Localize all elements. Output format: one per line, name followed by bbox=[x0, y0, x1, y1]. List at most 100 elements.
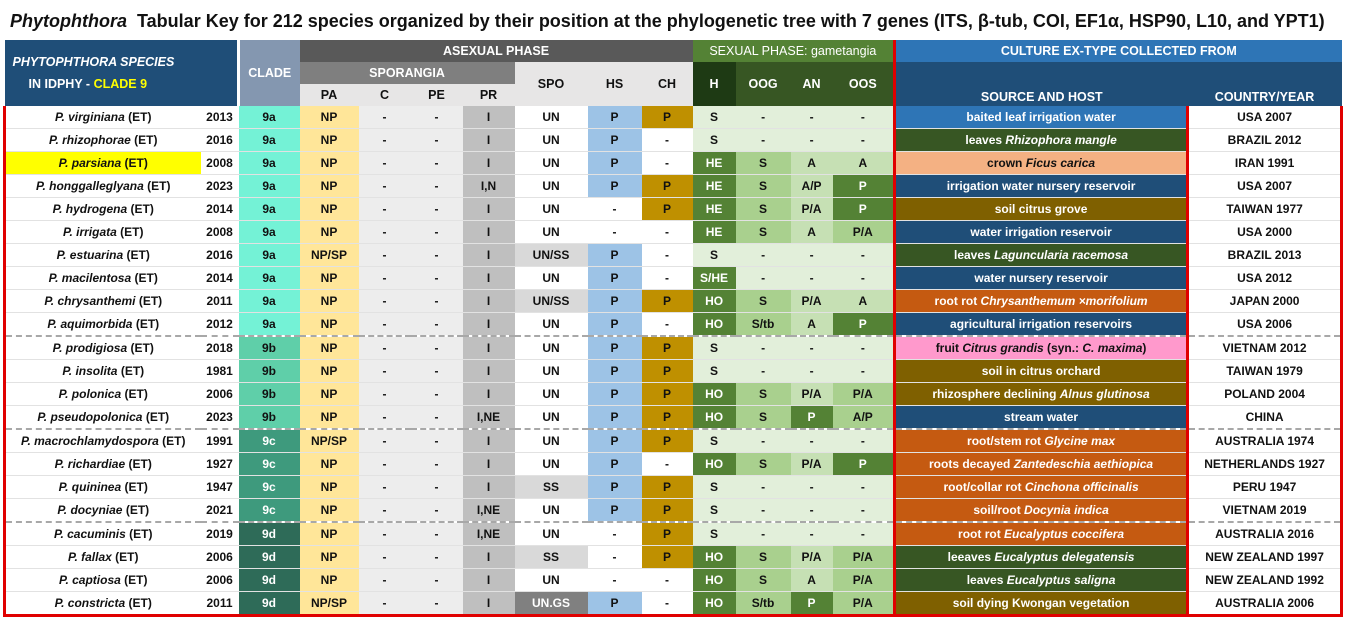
species-name: P. macilentosa bbox=[48, 271, 132, 285]
c-header: C bbox=[358, 84, 411, 106]
year-cell: 2023 bbox=[200, 174, 239, 198]
table-row: P. virginiana (ET) 2013 9a NP - - I UN P P S - - - bai… bbox=[3, 106, 1344, 129]
spo-cell: UN bbox=[514, 128, 588, 152]
table-row: P. insolita (ET) 1981 9b NP - - I UN P P S - - - soil … bbox=[3, 359, 1344, 383]
pr-cell: I,NE bbox=[462, 498, 515, 523]
oos-cell: - bbox=[832, 521, 895, 546]
country-year-cell: VIETNAM 2012 bbox=[1186, 335, 1344, 360]
ch-header: CH bbox=[641, 62, 693, 106]
country-year-cell: USA 2000 bbox=[1186, 220, 1344, 244]
species-name-cell: P. docyniae (ET) bbox=[3, 498, 201, 523]
pa-cell: NP bbox=[299, 498, 359, 523]
hs-cell: P bbox=[587, 289, 642, 313]
hs-cell: - bbox=[587, 220, 642, 244]
spo-cell: SS bbox=[514, 545, 588, 569]
species-name: P. chrysanthemi bbox=[44, 294, 136, 308]
country-year-cell: JAPAN 2000 bbox=[1186, 289, 1344, 313]
species-tag: (ET) bbox=[124, 156, 148, 170]
source-host-cell: rhizosphere declining Alnus glutinosa bbox=[893, 382, 1188, 406]
ch-cell: P bbox=[641, 197, 693, 221]
pr-cell: I bbox=[462, 568, 515, 592]
year-cell: 2006 bbox=[200, 382, 239, 406]
pr-cell: I bbox=[462, 312, 515, 337]
spo-cell: UN bbox=[514, 197, 588, 221]
source-text: baited leaf irrigation water bbox=[966, 110, 1116, 124]
an-cell: P/A bbox=[790, 197, 833, 221]
table-row: P. irrigata (ET) 2008 9a NP - - I UN - - HE S A P/A wa… bbox=[3, 220, 1344, 244]
hs-cell: P bbox=[587, 151, 642, 175]
pa-cell: NP bbox=[299, 359, 359, 383]
oog-cell: S bbox=[735, 197, 791, 221]
oos-cell: - bbox=[832, 128, 895, 152]
spo-cell: UN bbox=[514, 568, 588, 592]
host-name: Cinchona officinalis bbox=[1024, 480, 1139, 494]
species-name: P. quininea bbox=[58, 480, 122, 494]
table-row: P. pseudopolonica (ET) 2023 9b NP - - I,NE UN P P… bbox=[3, 405, 1344, 430]
clade-cell: 9c bbox=[238, 498, 300, 523]
country-year-cell: AUSTRALIA 1974 bbox=[1186, 428, 1344, 453]
h-cell: HE bbox=[692, 197, 736, 221]
country-year-cell: PERU 1947 bbox=[1186, 475, 1344, 499]
country-header: COUNTRY/YEAR bbox=[1187, 62, 1342, 106]
oog-cell: - bbox=[735, 243, 791, 267]
species-tag: (ET) bbox=[162, 434, 186, 448]
hs-cell: - bbox=[587, 521, 642, 546]
table-row: P. cacuminis (ET) 2019 9d NP - - I,NE UN - P S - - - r… bbox=[3, 521, 1344, 546]
country-year-cell: TAIWAN 1977 bbox=[1186, 197, 1344, 221]
clade-cell: 9a bbox=[238, 243, 300, 267]
species-name-cell: P. richardiae (ET) bbox=[3, 452, 201, 476]
clade-cell: 9c bbox=[238, 428, 300, 453]
oog-cell: S bbox=[735, 174, 791, 198]
pr-cell: I bbox=[462, 545, 515, 569]
species-name: P. pseudopolonica bbox=[37, 410, 143, 424]
h-cell: HE bbox=[692, 151, 736, 175]
h-cell: S bbox=[692, 128, 736, 152]
oog-cell: - bbox=[735, 428, 791, 453]
source-text: stream water bbox=[1004, 410, 1079, 424]
sexual-phase-header: SEXUAL PHASE: gametangia bbox=[692, 40, 895, 62]
source-header: SOURCE AND HOST bbox=[893, 62, 1188, 106]
species-name-cell: P. estuarina (ET) bbox=[3, 243, 201, 267]
pe-cell: - bbox=[410, 128, 463, 152]
host-name: Eucalyptus saligna bbox=[1006, 573, 1116, 587]
hs-cell: P bbox=[587, 128, 642, 152]
hs-cell: P bbox=[587, 382, 642, 406]
species-name: P. captiosa bbox=[59, 573, 121, 587]
pa-cell: NP/SP bbox=[299, 428, 359, 453]
pa-cell: NP bbox=[299, 151, 359, 175]
pe-cell: - bbox=[410, 475, 463, 499]
pa-cell: NP bbox=[299, 452, 359, 476]
species-name: P. fallax bbox=[68, 550, 112, 564]
sporangia-header: SPORANGIA bbox=[299, 62, 515, 84]
clade-header: CLADE bbox=[238, 40, 300, 106]
species-tag: (ET) bbox=[124, 480, 148, 494]
species-name-cell: P. irrigata (ET) bbox=[3, 220, 201, 244]
pe-header: PE bbox=[410, 84, 463, 106]
species-tag: (ET) bbox=[126, 248, 150, 262]
clade-cell: 9b bbox=[238, 405, 300, 430]
pr-header: PR bbox=[462, 84, 515, 106]
year-cell: 2018 bbox=[200, 335, 239, 360]
species-name: P. constricta bbox=[54, 596, 126, 610]
spo-cell: UN bbox=[514, 521, 588, 546]
pe-cell: - bbox=[410, 428, 463, 453]
ch-cell: - bbox=[641, 591, 693, 617]
host-name: C. maxima bbox=[1082, 341, 1143, 355]
h-cell: HO bbox=[692, 405, 736, 430]
pe-cell: - bbox=[410, 151, 463, 175]
country-year-cell: USA 2007 bbox=[1186, 106, 1344, 129]
h-cell: HO bbox=[692, 452, 736, 476]
species-name-cell: P. rhizophorae (ET) bbox=[3, 128, 201, 152]
h-cell: HE bbox=[692, 220, 736, 244]
species-tag: (ET) bbox=[138, 294, 163, 308]
clade-cell: 9d bbox=[238, 545, 300, 569]
source-host-cell: crown Ficus carica bbox=[893, 151, 1188, 175]
clade-cell: 9a bbox=[238, 266, 300, 290]
source-text: leaves bbox=[954, 248, 995, 262]
an-cell: P/A bbox=[790, 545, 833, 569]
an-cell: A bbox=[790, 568, 833, 592]
pe-cell: - bbox=[410, 498, 463, 523]
c-cell: - bbox=[358, 106, 411, 129]
spo-cell: UN bbox=[514, 174, 588, 198]
species-name: P. richardiae bbox=[54, 457, 126, 471]
